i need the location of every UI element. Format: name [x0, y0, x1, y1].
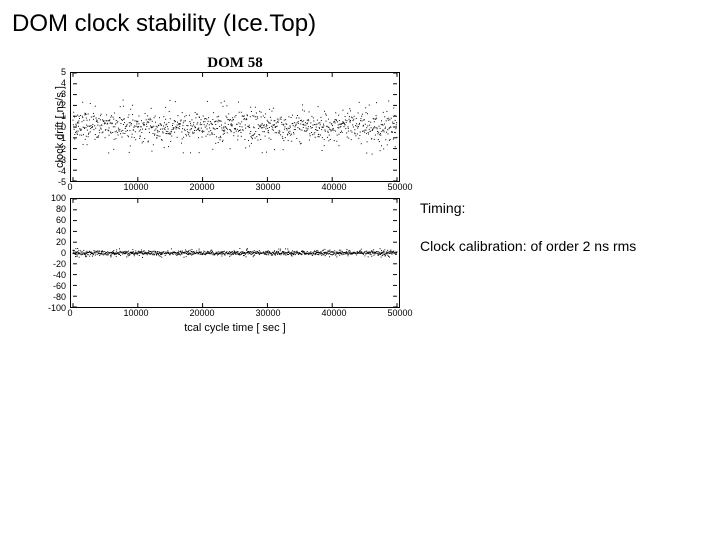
bottom-chart-plot-wrap: -100-80-60-40-20020406080100 — [70, 198, 400, 308]
bottom-chart-yticks: -100-80-60-40-20020406080100 — [40, 198, 66, 308]
bottom-chart-xticks: 01000020000300004000050000 — [70, 308, 400, 320]
top-chart-title: DOM 58 — [70, 55, 400, 72]
top-chart-plot-wrap: clock drift [ ns/s ] -5-4-3-2-1012345 — [70, 72, 400, 182]
top-chart-yticks: -5-4-3-2-1012345 — [40, 72, 66, 182]
charts-area: DOM 58 clock drift [ ns/s ] -5-4-3-2-101… — [25, 55, 405, 338]
top-chart: DOM 58 clock drift [ ns/s ] -5-4-3-2-101… — [25, 55, 405, 194]
calibration-text: Clock calibration: of order 2 ns rms — [420, 238, 636, 254]
bottom-chart-xlabel: tcal cycle time [ sec ] — [70, 322, 400, 334]
bottom-chart-svg — [70, 198, 400, 308]
top-chart-xticks: 01000020000300004000050000 — [70, 182, 400, 194]
page-title: DOM clock stability (Ice.Top) — [12, 10, 316, 38]
timing-label: Timing: — [420, 200, 465, 216]
top-chart-svg — [70, 72, 400, 182]
bottom-chart: -100-80-60-40-20020406080100 01000020000… — [25, 198, 405, 334]
